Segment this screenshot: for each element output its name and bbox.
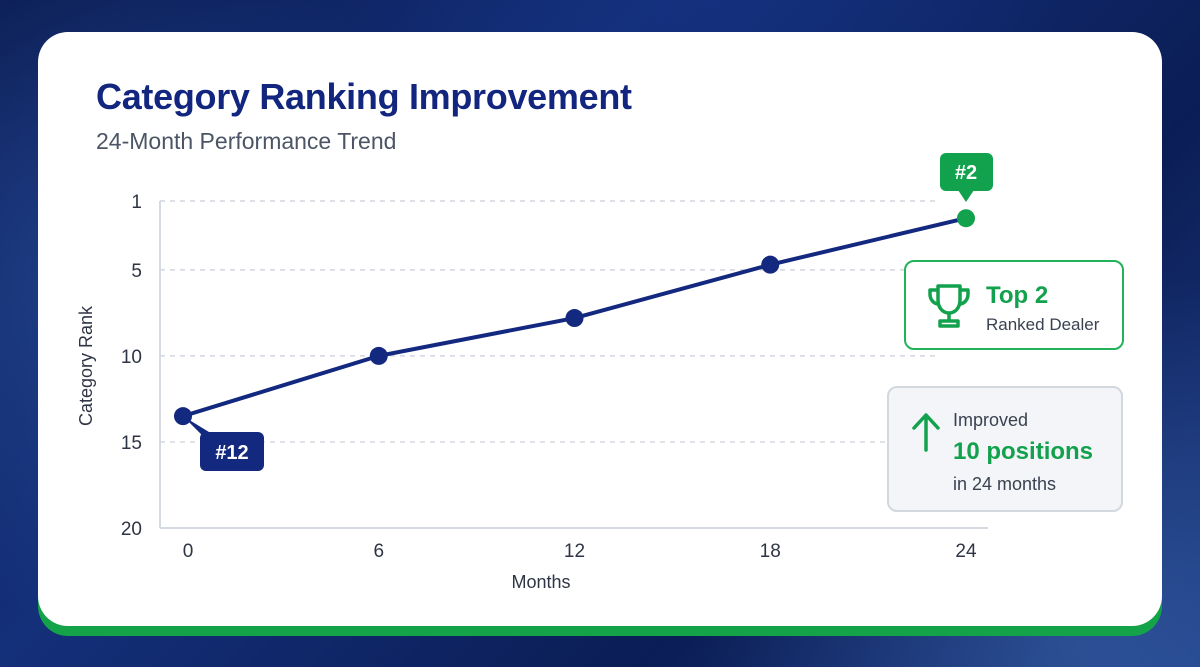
end-callout-label: #2 <box>955 162 977 184</box>
x-tick-label: 12 <box>564 541 585 562</box>
page-subtitle: 24-Month Performance Trend <box>96 128 397 154</box>
x-tick-label: 0 <box>183 541 194 562</box>
data-point <box>761 255 780 274</box>
top-rank-title: Top 2 <box>986 282 1049 309</box>
x-tick-label: 6 <box>373 541 384 562</box>
top-rank-badge: Top 2 Ranked Dealer <box>904 260 1124 350</box>
end-point <box>957 209 975 228</box>
start-callout <box>200 432 264 471</box>
x-tick-label: 18 <box>760 541 781 562</box>
x-axis-label: Months <box>511 572 570 592</box>
trophy-icon <box>928 284 970 328</box>
y-tick-label: 20 <box>121 519 142 540</box>
page-title: Category Ranking Improvement <box>96 76 632 117</box>
end-callout <box>940 153 993 191</box>
y-tick-label: 15 <box>121 433 142 454</box>
y-axis-label: Category Rank <box>76 305 96 426</box>
improvement-period: in 24 months <box>953 474 1057 494</box>
improvement-line1: Improved <box>953 410 1029 430</box>
data-point <box>565 309 584 328</box>
improvement-value: 10 positions <box>953 438 1094 465</box>
improvement-badge: Improved 10 positions in 24 months <box>887 386 1123 512</box>
arrow-up-icon <box>912 413 940 452</box>
x-tick-label: 24 <box>955 541 977 562</box>
start-callout-label: #12 <box>215 442 248 464</box>
y-tick-label: 5 <box>131 261 142 282</box>
data-point <box>369 346 388 365</box>
end-callout-pointer <box>958 190 974 202</box>
y-tick-label: 1 <box>131 192 142 213</box>
top-rank-caption: Ranked Dealer <box>986 315 1100 334</box>
y-tick-label: 10 <box>121 347 142 368</box>
